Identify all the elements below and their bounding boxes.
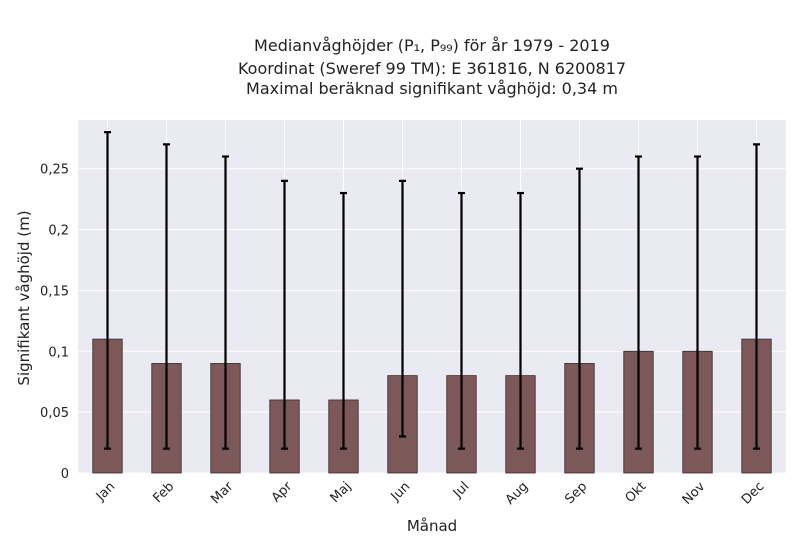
error-bar-aug <box>517 191 524 450</box>
y-axis-label: Signifikant våghöjd (m) <box>15 210 33 385</box>
title-line-2: Koordinat (Sweref 99 TM): E 361816, N 62… <box>238 59 626 78</box>
x-tick-label: Dec <box>739 479 767 507</box>
x-tick-label: Maj <box>328 479 355 506</box>
x-axis-label: Månad <box>407 517 457 535</box>
y-tick-label: 0,2 <box>48 224 69 239</box>
y-tick-label: 0,15 <box>40 284 69 299</box>
error-bar-mar <box>222 155 229 450</box>
x-tick-label: Jul <box>450 479 472 501</box>
title-line-1: Medianvåghöjder (P₁, P₉₉) för år 1979 - … <box>254 36 610 55</box>
x-tick-label: Nov <box>680 479 709 508</box>
x-tick-label: Jun <box>388 479 414 505</box>
x-tick-label: Feb <box>150 479 177 506</box>
x-tick-label: Okt <box>623 479 650 506</box>
y-tick-label: 0 <box>61 467 69 482</box>
x-tick-label: Sep <box>562 479 590 507</box>
error-bar-dec <box>753 143 760 450</box>
y-tick-label: 0,1 <box>48 345 69 360</box>
error-bar-feb <box>163 143 170 450</box>
error-bar-okt <box>635 155 642 450</box>
title-line-3: Maximal beräknad signifikant våghöjd: 0,… <box>246 79 618 98</box>
error-bar-nov <box>694 155 701 450</box>
x-axis-ticks: Jan Feb Mar Apr Maj Jun Jul Aug Sep Okt Nov Dec <box>93 479 767 508</box>
x-tick-label: Mar <box>208 479 236 507</box>
error-bar-jun <box>399 179 406 438</box>
x-tick-label: Aug <box>503 479 532 508</box>
y-axis-ticks: 0 0,05 0,1 0,15 0,2 0,25 <box>40 163 69 482</box>
error-bar-apr <box>281 179 288 450</box>
plot-area <box>78 120 786 473</box>
chart-title: Medianvåghöjder (P₁, P₉₉) för år 1979 - … <box>238 36 626 98</box>
y-tick-label: 0,25 <box>40 163 69 178</box>
error-bar-maj <box>340 191 347 450</box>
error-bar-jul <box>458 191 465 450</box>
error-bar-jan <box>104 131 111 450</box>
error-bar-sep <box>576 167 583 450</box>
y-tick-label: 0,05 <box>40 406 69 421</box>
x-tick-label: Jan <box>93 479 118 504</box>
error-bars <box>104 131 760 450</box>
x-tick-label: Apr <box>269 479 296 506</box>
